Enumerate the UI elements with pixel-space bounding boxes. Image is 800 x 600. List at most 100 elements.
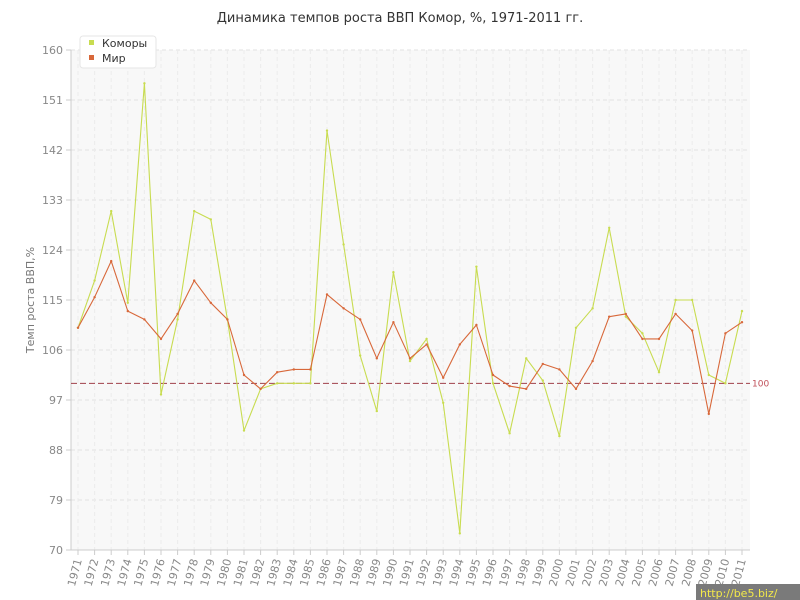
data-point [674,298,677,302]
data-point [491,373,495,377]
y-tick-label: 88 [49,444,63,457]
data-point [325,129,329,132]
data-point [442,401,445,404]
data-point [475,265,478,268]
data-point [691,329,694,332]
y-tick-label: 160 [42,44,63,57]
legend-label-komory: Коморы [102,37,147,50]
legend: Коморы Мир [79,35,157,69]
data-point [209,218,212,221]
y-axis-label: Темп роста ВВП,% [24,247,37,354]
data-point [193,279,196,282]
data-point [740,321,744,324]
data-point [242,429,246,432]
data-point [525,357,528,360]
data-point [176,312,179,316]
data-point [93,296,96,299]
data-point [408,359,412,363]
data-point [508,432,511,435]
data-point [691,298,694,302]
data-point [226,318,229,321]
data-point [159,393,163,396]
y-tick-label: 106 [42,344,63,357]
data-point [76,326,80,329]
grid-lines [71,49,750,551]
data-point [242,373,246,377]
data-point [591,307,594,310]
data-point [110,209,113,213]
data-point [574,326,578,329]
data-point [724,382,727,385]
data-point [508,384,511,388]
data-point [342,307,345,310]
y-tick-label: 151 [42,94,63,107]
data-point [359,354,362,357]
data-point [608,226,611,229]
y-tick-label: 142 [42,144,63,157]
data-point [359,318,362,321]
y-ticks: 70 79 88 97 106 115 124 133 142 151 160 [42,44,71,557]
data-point [591,359,594,363]
data-point [176,318,179,321]
data-point [558,434,561,438]
data-point [425,337,428,341]
data-point [392,271,395,274]
data-point [707,412,710,416]
y-tick-label: 133 [42,194,63,207]
data-point [143,318,146,321]
data-point [558,368,561,371]
data-point [641,332,644,335]
data-point [641,337,644,341]
watermark: http://be5.biz/ [700,587,778,600]
data-point [442,376,445,379]
data-point [193,209,196,213]
data-point [408,357,412,360]
series-group [76,82,744,535]
data-point [458,343,461,346]
reference-line-label: 100 [752,379,769,389]
data-point [292,382,295,385]
data-point [309,368,312,371]
data-point [392,321,395,324]
data-point [491,382,495,385]
legend-swatch-mir [89,55,94,60]
data-point [375,357,378,360]
legend-box [79,35,157,69]
y-tick-label: 97 [49,394,63,407]
y-tick-label: 124 [42,244,63,257]
data-point [425,343,428,346]
data-point [309,382,312,385]
data-point [126,301,129,304]
data-point [342,243,345,246]
data-point [608,315,611,318]
data-point [93,279,96,282]
data-point [143,82,146,85]
watermark-box [696,584,800,600]
data-point [110,259,113,263]
data-point [209,301,212,304]
data-point [574,387,578,391]
data-point [624,315,627,318]
data-point [724,332,727,335]
y-tick-label: 115 [42,294,63,307]
data-point [458,532,461,535]
data-point [325,293,329,296]
data-point [475,323,478,327]
legend-label-mir: Мир [102,52,126,65]
data-point [657,337,661,341]
x-tick-label: 2011 [729,557,749,587]
data-point [624,312,627,316]
data-point [525,387,528,391]
x-ticks: 1971197219731974197519761977197819791980… [65,550,749,588]
data-point [276,371,279,374]
data-point [259,387,262,391]
data-point [292,368,295,371]
y-tick-label: 79 [49,494,63,507]
data-point [541,362,544,366]
data-point [657,371,661,374]
data-point [740,309,744,313]
data-point [707,373,710,377]
chart-title: Динамика темпов роста ВВП Комор, %, 1971… [217,11,584,26]
data-point [126,309,129,313]
